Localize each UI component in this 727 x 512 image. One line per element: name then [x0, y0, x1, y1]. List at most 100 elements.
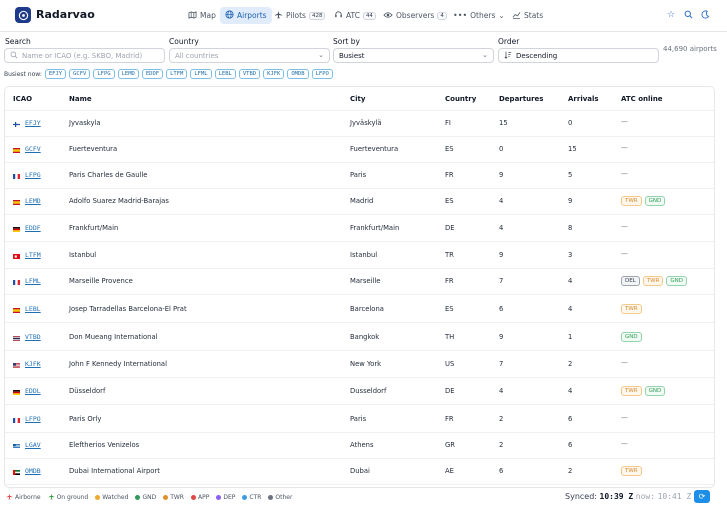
busiest-chip[interactable]: KJFK — [263, 69, 285, 79]
col-name[interactable]: Name — [69, 95, 92, 103]
table-row[interactable]: LFML Marseille Provence Marseille FR 7 4 DEL TW… — [5, 269, 714, 295]
atc-tag-gnd[interactable]: GND — [644, 386, 666, 396]
col-icao[interactable]: ICAO — [13, 95, 33, 103]
airport-count: 44,690 airports — [663, 45, 717, 53]
atc-tag-del[interactable]: DEL — [621, 276, 640, 286]
plane-icon — [6, 493, 13, 502]
atc-tag-twr[interactable]: TWR — [642, 276, 664, 286]
nav-stats[interactable]: Stats — [507, 7, 548, 24]
icao-link[interactable]: EFJY — [25, 119, 41, 127]
atc-none: — — [621, 223, 628, 231]
airport-city: Frankfurt/Main — [350, 224, 400, 232]
table-row[interactable]: LEBL Josep Tarradellas Barcelona-El Prat B… — [5, 297, 714, 323]
nav-atc[interactable]: ATC 44 — [329, 7, 381, 24]
chevron-down-icon: ⌄ — [482, 51, 488, 59]
col-arrivals[interactable]: Arrivals — [568, 95, 599, 103]
airport-name: Jyvaskyla — [69, 119, 101, 127]
table-row[interactable]: LEMD Adolfo Suarez Madrid-Barajas Madrid ES… — [5, 189, 714, 215]
legend-label: On ground — [56, 494, 89, 501]
icao-link[interactable]: OMDB — [25, 467, 41, 475]
icao-link[interactable]: LTFM — [25, 251, 41, 259]
brand-name[interactable]: Radarvao — [36, 8, 95, 21]
icao-link[interactable]: VTBD — [25, 333, 41, 341]
table-row[interactable]: LGAV Eleftherios Venizelos Athens GR 2 6 — — [5, 433, 714, 459]
icao-link[interactable]: LEBL — [25, 305, 41, 313]
legend-dot — [268, 495, 274, 500]
moon-icon[interactable] — [701, 10, 710, 22]
table-row[interactable]: OMDB Dubai International Airport Dubai AE 6 2… — [5, 459, 714, 485]
col-country[interactable]: Country — [445, 95, 477, 103]
busiest-chip[interactable]: LEBL — [214, 69, 236, 79]
departures-count: 9 — [499, 171, 504, 179]
busiest-chip[interactable]: EFJY — [44, 69, 67, 79]
atc-tag-twr[interactable]: TWR — [621, 466, 642, 476]
nav-others[interactable]: ••• Others ⌄ — [448, 7, 510, 24]
star-icon[interactable]: ☆ — [667, 10, 676, 20]
airport-country: TH — [445, 333, 455, 341]
busiest-chip[interactable]: LFPG — [93, 69, 115, 79]
icao-link[interactable]: GCFV — [25, 145, 41, 153]
busiest-chip[interactable]: OMDB — [287, 69, 309, 79]
busiest-chip[interactable]: LFML — [190, 69, 212, 79]
refresh-button[interactable]: ⟳ — [694, 490, 710, 503]
col-atc-online[interactable]: ATC online — [621, 95, 663, 103]
atc-tag-twr[interactable]: TWR — [621, 196, 642, 206]
table-row[interactable]: EFJY Jyvaskyla Jyväskylä FI 15 0 — — [5, 111, 714, 137]
legend-item: Watched — [95, 494, 128, 501]
atc-tag-gnd[interactable]: GND — [621, 332, 642, 342]
busiest-chip[interactable]: LTFM — [166, 69, 188, 79]
country-flag-icon — [13, 443, 20, 449]
table-row[interactable]: GCFV Fuerteventura Fuerteventura ES 0 15 — — [5, 137, 714, 163]
table-row[interactable]: KJFK John F Kennedy International New York… — [5, 352, 714, 378]
eye-icon — [383, 11, 393, 21]
nav-airports[interactable]: Airports — [220, 7, 272, 24]
nav-observers[interactable]: Observers 4 — [378, 7, 452, 24]
busiest-chip[interactable]: VTBD — [238, 69, 261, 79]
icao-link[interactable]: LFML — [25, 277, 41, 285]
icao-link[interactable]: EDDL — [25, 387, 41, 395]
nav-pilots[interactable]: Pilots 428 — [269, 7, 330, 24]
chevron-down-icon: ⌄ — [318, 51, 324, 59]
table-row[interactable]: LTFM Istanbul Istanbul TR 9 3 — — [5, 243, 714, 269]
plane-icon — [274, 10, 283, 21]
busiest-chip[interactable]: LFPO — [311, 69, 333, 79]
country-select[interactable]: All countries ⌄ — [169, 48, 330, 63]
table-row[interactable]: VTBD Don Mueang International Bangkok TH 9 1 G… — [5, 325, 714, 351]
col-city[interactable]: City — [350, 95, 366, 103]
country-flag-icon — [13, 147, 20, 153]
atc-none: — — [621, 144, 628, 152]
sort-select[interactable]: Busiest ⌄ — [333, 48, 494, 63]
atc-tag-twr[interactable]: TWR — [621, 304, 642, 314]
search-icon[interactable] — [684, 10, 693, 22]
departures-count: 4 — [499, 387, 504, 395]
col-departures[interactable]: Departures — [499, 95, 544, 103]
icao-link[interactable]: EDDF — [25, 224, 41, 232]
table-row[interactable]: LFPG Paris Charles de Gaulle Paris FR 9 5 — — [5, 163, 714, 189]
atc-tag-gnd[interactable]: GND — [644, 196, 666, 206]
airport-country: GR — [445, 441, 455, 449]
table-row[interactable]: LFPO Paris Orly Paris FR 2 6 — — [5, 407, 714, 433]
search-input[interactable]: Name or ICAO (e.g. SKBO, Madrid) — [4, 48, 165, 63]
legend-label: DEP — [223, 494, 236, 501]
table-row[interactable]: EDDF Frankfurt/Main Frankfurt/Main DE 4 8 — — [5, 216, 714, 242]
busiest-chip[interactable]: EDDF — [141, 69, 164, 79]
busiest-chip[interactable]: GCFV — [69, 69, 91, 79]
airport-name: Josep Tarradellas Barcelona-El Prat — [69, 305, 187, 313]
icao-link[interactable]: KJFK — [25, 360, 41, 368]
icao-link[interactable]: LEMD — [25, 197, 41, 205]
airport-name: John F Kennedy International — [69, 360, 167, 368]
atc-tag-gnd[interactable]: GND — [666, 276, 688, 286]
airports-table: ICAO Name City Country Departures Arriva… — [4, 86, 715, 488]
icao-link[interactable]: LFPO — [25, 415, 41, 423]
radar-icon[interactable] — [15, 7, 31, 23]
atc-online: — — [621, 359, 628, 367]
order-toggle[interactable]: Descending — [498, 48, 659, 63]
busiest-chip[interactable]: LEMD — [117, 69, 139, 79]
search-label: Search — [5, 37, 31, 46]
nav-map[interactable]: Map — [183, 7, 221, 24]
icao-link[interactable]: LGAV — [25, 441, 41, 449]
atc-tag-twr[interactable]: TWR — [621, 386, 642, 396]
icao-link[interactable]: LFPG — [25, 171, 41, 179]
table-row[interactable]: EDDL Düsseldorf Dusseldorf DE 4 4 TWR GND — [5, 379, 714, 405]
airport-name: Eleftherios Venizelos — [69, 441, 140, 449]
